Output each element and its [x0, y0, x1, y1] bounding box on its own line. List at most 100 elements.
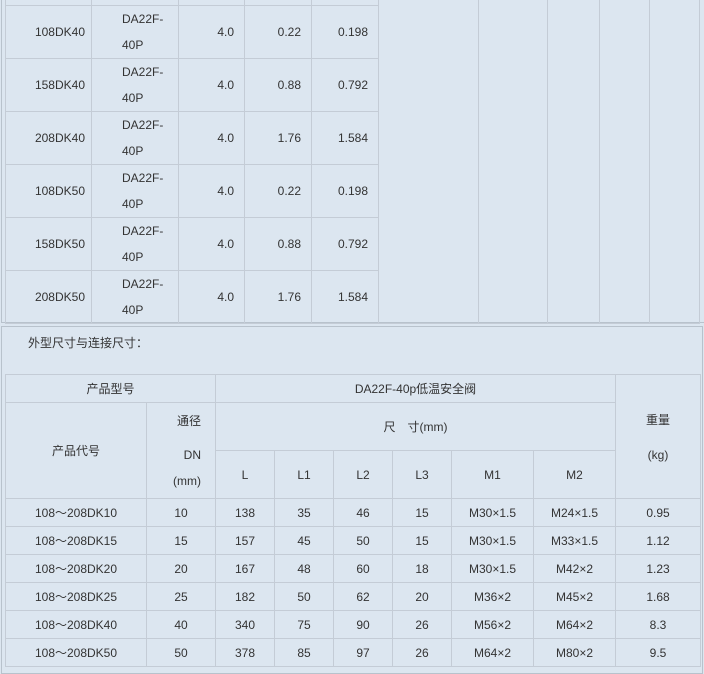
table-cell: 108～208DK25 [5, 582, 147, 611]
header-product: DA22F-40p低温安全阀 [215, 374, 616, 403]
table-cell: 4.0 [178, 111, 245, 165]
table-cell: M30×1.5 [451, 526, 534, 555]
table-cell: 97 [333, 638, 393, 667]
table-cell: 108DK40 [5, 5, 92, 59]
table-cell: 1.584 [311, 111, 379, 165]
table-cell: 108～208DK15 [5, 526, 147, 555]
column-header: M1 [451, 450, 534, 499]
table-row: 108～208DK15 15 157 45 50 15 M30×1.5 M33×1.5 1.12 [5, 526, 701, 555]
table-row [5, 0, 700, 324]
table-cell: M33×1.5 [533, 526, 616, 555]
table-cell: 0.22 [244, 164, 312, 218]
section-title: 外型尺寸与连接尺寸： [28, 336, 149, 350]
column-header: L3 [392, 450, 452, 499]
table-cell: DA22F-40P [91, 5, 179, 59]
table-cell: 50 [274, 582, 334, 611]
table-cell: 0.95 [615, 498, 701, 527]
table-cell: 62 [333, 582, 393, 611]
table-cell: 158DK50 [5, 217, 92, 271]
empty-cell [547, 0, 600, 324]
empty-cell [378, 0, 479, 324]
table-cell: 167 [215, 554, 275, 583]
table-row: 108DK40 DA22F-40P 4.0 0.22 0.198 [5, 5, 700, 59]
table-cell: DA22F-40P [91, 58, 179, 112]
table-cell: DA22F-40P [91, 164, 179, 218]
table-cell: 4.0 [178, 217, 245, 271]
header-size: 尺 寸(mm) [215, 402, 616, 451]
table-cell: M56×2 [451, 610, 534, 639]
table-cell: 40 [146, 610, 216, 639]
table-cell: 45 [274, 526, 334, 555]
table-cell: 48 [274, 554, 334, 583]
column-header: L2 [333, 450, 393, 499]
table-row: 208DK40 DA22F-40P 4.0 1.76 1.584 [5, 111, 700, 165]
header-dn: 通径 DN (mm) [146, 402, 216, 499]
table-row: 108～208DK20 20 167 48 60 18 M30×1.5 M42×2 1.23 [5, 554, 701, 583]
table-cell: 4.0 [178, 5, 245, 59]
table-cell: M30×1.5 [451, 498, 534, 527]
table-cell: 10 [146, 498, 216, 527]
table-cell: 26 [392, 610, 452, 639]
table-cell: 0.198 [311, 5, 379, 59]
table-cell: 8.3 [615, 610, 701, 639]
table-cell: M24×1.5 [533, 498, 616, 527]
table-cell: 0.792 [311, 58, 379, 112]
table-cell: 4.0 [178, 58, 245, 112]
table-cell: 138 [215, 498, 275, 527]
dn-abbr: DN [183, 447, 201, 462]
table-cell: DA22F-40P [91, 217, 179, 271]
table-cell: 208DK40 [5, 111, 92, 165]
table-cell: 0.198 [311, 164, 379, 218]
table-cell: 1.12 [615, 526, 701, 555]
dn-unit: (mm) [173, 473, 201, 488]
header-weight: 重量 (kg) [615, 374, 701, 499]
table-cell: 46 [333, 498, 393, 527]
column-header: L1 [274, 450, 334, 499]
table-cell: 182 [215, 582, 275, 611]
table-cell: 20 [392, 582, 452, 611]
empty-cell [478, 0, 548, 324]
table-cell: M42×2 [533, 554, 616, 583]
table-cell: 1.76 [244, 111, 312, 165]
table-cell: 15 [146, 526, 216, 555]
table-row: 158DK50 DA22F-40P 4.0 0.88 0.792 [5, 217, 700, 271]
table-cell: 60 [333, 554, 393, 583]
specs-table: 108DK40 DA22F-40P 4.0 0.22 0.198 158DK40 DA22F… [5, 0, 700, 324]
empty-cell [599, 0, 650, 324]
table-cell: M36×2 [451, 582, 534, 611]
weight-label: 重量 [645, 413, 670, 427]
table-row: 108～208DK10 10 138 35 46 15 M30×1.5 M24×1.5 0.95 [5, 498, 701, 527]
table-cell: 108～208DK20 [5, 554, 147, 583]
table-cell: 9.5 [615, 638, 701, 667]
table-cell: M30×1.5 [451, 554, 534, 583]
header-code: 产品代号 [5, 402, 147, 499]
table-cell: 378 [215, 638, 275, 667]
table-cell: 0.88 [244, 58, 312, 112]
column-header: M2 [533, 450, 616, 499]
table-cell: 15 [392, 526, 452, 555]
table-cell: 108～208DK40 [5, 610, 147, 639]
dimensions-table: 产品型号 DA22F-40p低温安全阀 重量 (kg) 产品代号 通径 DN (mm)… [5, 374, 701, 667]
table-cell: 90 [333, 610, 393, 639]
table-cell: 18 [392, 554, 452, 583]
table-cell: 4.0 [178, 164, 245, 218]
table-cell: 85 [274, 638, 334, 667]
header-model: 产品型号 [5, 374, 216, 403]
table-row: 208DK50 DA22F-40P 4.0 1.76 1.584 [5, 270, 700, 324]
table-cell: 208DK50 [5, 270, 92, 324]
table-cell: 50 [333, 526, 393, 555]
table-cell: 157 [215, 526, 275, 555]
table-cell: DA22F-40P [91, 111, 179, 165]
table-cell: 1.76 [244, 270, 312, 324]
table-cell: M80×2 [533, 638, 616, 667]
table-cell: 1.23 [615, 554, 701, 583]
weight-unit: (kg) [647, 448, 669, 462]
table-cell: 340 [215, 610, 275, 639]
table-cell: 108DK50 [5, 164, 92, 218]
table-cell: 26 [392, 638, 452, 667]
table-cell: 4.0 [178, 270, 245, 324]
table-cell: M64×2 [451, 638, 534, 667]
column-header: L [215, 450, 275, 499]
table-row: 108～208DK25 25 182 50 62 20 M36×2 M45×2 1.68 [5, 582, 701, 611]
table-cell: 20 [146, 554, 216, 583]
